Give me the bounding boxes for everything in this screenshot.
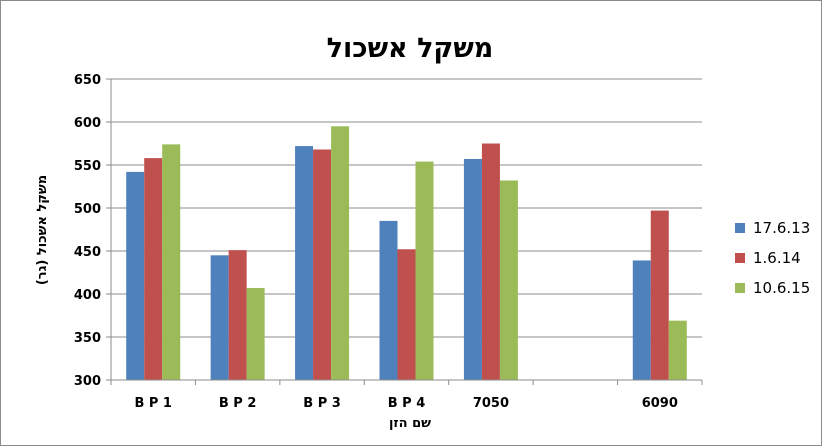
category-labels: B P 1 B P 2 B P 3 B P 4 7050 6090 — [134, 396, 677, 411]
bar-1.6.14-B P 1 — [144, 158, 162, 380]
category-label: 7050 — [473, 396, 509, 411]
bar-17.6.13-6090 — [633, 260, 651, 380]
bar-1.6.14-6090 — [651, 211, 669, 380]
y-axis-ticks: 300 350 400 450 500 550 600 650 — [74, 73, 111, 389]
bars — [126, 126, 687, 380]
y-tick-label: 450 — [74, 245, 101, 260]
chart-title: משקל אשכול — [327, 33, 494, 64]
legend-label: 10.6.15 — [753, 279, 810, 297]
bar-10.6.15-B P 2 — [247, 288, 265, 380]
y-tick-label: 600 — [74, 116, 101, 131]
bar-17.6.13-B P 1 — [126, 172, 144, 380]
legend-swatch — [735, 253, 745, 263]
bar-17.6.13-B P 3 — [295, 146, 313, 380]
y-axis-label: משקל אשכול (גר) — [35, 175, 50, 285]
bar-17.6.13-7050 — [464, 159, 482, 380]
bar-17.6.13-B P 2 — [211, 255, 229, 380]
bar-1.6.14-B P 4 — [398, 249, 416, 380]
legend-label: 17.6.13 — [753, 219, 810, 237]
y-tick-label: 550 — [74, 159, 101, 174]
category-label: 6090 — [642, 396, 678, 411]
legend: 17.6.13 1.6.14 10.6.15 — [735, 219, 810, 297]
bar-10.6.15-7050 — [500, 180, 518, 380]
bar-1.6.14-B P 3 — [313, 150, 331, 380]
legend-label: 1.6.14 — [753, 249, 801, 267]
legend-swatch — [735, 283, 745, 293]
y-tick-label: 400 — [74, 288, 101, 303]
legend-swatch — [735, 223, 745, 233]
y-tick-label: 500 — [74, 202, 101, 217]
y-tick-label: 300 — [74, 374, 101, 389]
bar-10.6.15-B P 1 — [162, 144, 180, 380]
category-label: B P 1 — [134, 396, 172, 411]
x-axis-label: שם הזן — [389, 416, 431, 431]
bar-10.6.15-B P 3 — [331, 126, 349, 380]
category-label: B P 2 — [219, 396, 257, 411]
bar-1.6.14-B P 2 — [229, 250, 247, 380]
y-tick-label: 650 — [74, 73, 101, 88]
x-axis — [111, 380, 702, 385]
bar-10.6.15-6090 — [669, 321, 687, 380]
bar-17.6.13-B P 4 — [380, 221, 398, 380]
bar-10.6.15-B P 4 — [416, 162, 434, 380]
category-label: B P 3 — [303, 396, 341, 411]
y-tick-label: 350 — [74, 331, 101, 346]
category-label: B P 4 — [388, 396, 426, 411]
bar-1.6.14-7050 — [482, 144, 500, 381]
